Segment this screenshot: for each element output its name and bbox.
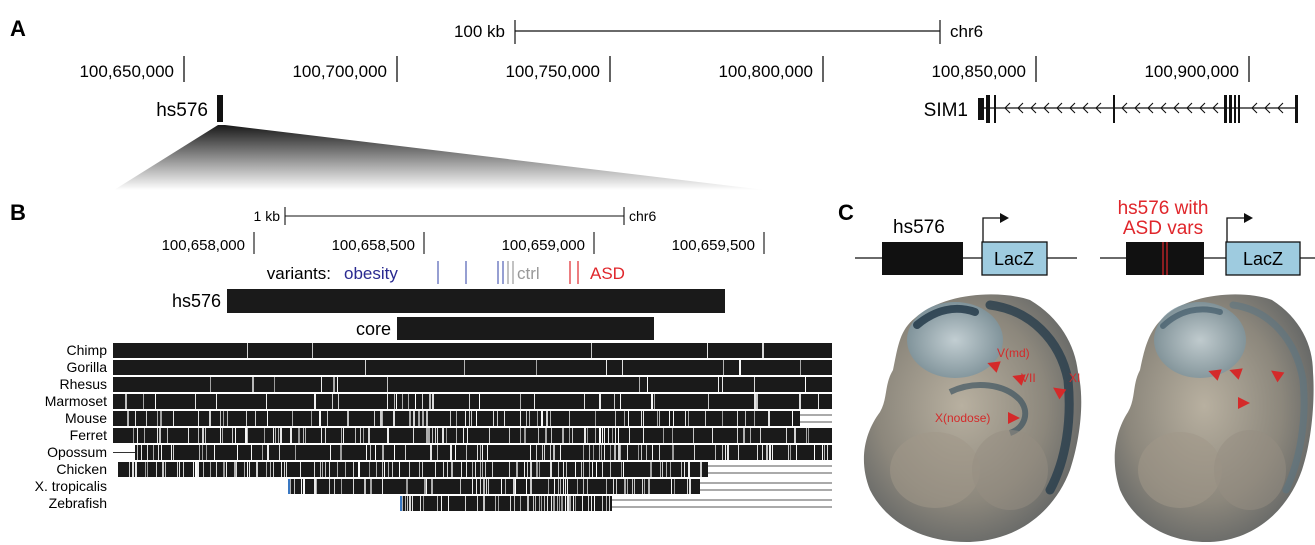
chrom-label-a: chr6 [950,22,983,41]
annotation-vmd: V(md) [997,346,1030,360]
enhancer-block-asd [1126,242,1204,275]
expression-arrow-icon [1271,370,1285,383]
tick-label-a: 100,650,000 [79,62,174,81]
tick-label-a: 100,900,000 [1144,62,1239,81]
hs576-element-b: hs576 [172,289,725,313]
alignment-row [113,428,832,443]
species-label: Chimp [67,342,108,358]
species-label: Rhesus [60,376,107,392]
species-label: Mouse [65,410,107,426]
panel-a: A 100 kb chr6 100,650,000 100,700,000 10… [10,16,1298,190]
alignment-row [113,360,832,375]
species-label: X. tropicalis [35,478,107,494]
alignment-row [113,445,832,460]
alignment-blocks [113,343,832,511]
promoter-arrowhead-icon [1244,213,1253,223]
alignment-row [113,394,832,409]
expression-arrow-icon [1053,387,1067,400]
expression-arrow-icon [1229,368,1243,380]
hs576-label-a: hs576 [156,100,208,121]
panel-b-label: B [10,200,26,225]
panel-b: B 1 kb chr6 100,658,000 100,658,500 100,… [10,200,832,511]
annotation-xi: XI [1069,371,1080,385]
alignment-row [288,479,832,494]
tick-label-b: 100,658,500 [332,237,415,254]
sim1-gene-track: SIM1 [924,95,1298,123]
construct-wt-label: hs576 [893,217,945,238]
core-region-bar [397,317,654,340]
construct-wildtype: hs576 LacZ [855,213,1077,276]
alignment-row [113,377,832,392]
scale-label-a: 100 kb [454,22,505,41]
expression-arrow-icon [1008,412,1020,424]
annotation-vii: VII [1021,371,1036,385]
tick-label-a: 100,750,000 [505,62,600,81]
lacz-label-asd: LacZ [1243,249,1283,269]
tick-label-b: 100,659,000 [502,237,585,254]
species-label: Gorilla [67,359,108,375]
variants-track: variants: obesity ctrl ASD [267,261,625,284]
coordinate-axis-b: 100,658,000 100,658,500 100,659,000 100,… [162,232,765,254]
alignment-row [118,462,832,477]
embryo-annotations-asd [1208,368,1285,409]
expression-arrow-icon [987,361,1001,373]
embryo-image-asd [1114,294,1314,543]
alignment-row [113,411,832,426]
promoter-arrow-icon [1226,217,1244,242]
variant-obesity-label: obesity [344,264,398,283]
construct-asd: hs576 with ASD vars LacZ [1100,198,1315,276]
tick-label-a: 100,700,000 [292,62,387,81]
hs576-region-bar [227,289,725,313]
lacz-label-wt: LacZ [994,249,1034,269]
construct-asd-label-line2: ASD vars [1123,218,1203,239]
tick-label-b: 100,658,000 [162,237,245,254]
panel-c-label: C [838,200,854,225]
conservation-tracks: Chimp Gorilla Rhesus Marmoset Mouse Ferr… [35,342,832,511]
coordinate-axis-a: 100,650,000 100,700,000 100,750,000 100,… [79,56,1250,82]
variant-asd-label: ASD [590,264,625,283]
chrom-label-b: chr6 [629,208,656,224]
panel-a-label: A [10,16,26,41]
promoter-arrowhead-icon [1000,213,1009,223]
core-label: core [356,319,391,339]
alignment-row [113,343,832,358]
variants-label: variants: [267,264,331,283]
lacz-box-asd [1225,241,1301,276]
annotation-x-nodose: X(nodose) [935,411,990,425]
embryo-image-wildtype [863,294,1082,543]
tick-label-b: 100,659,500 [672,237,755,254]
tick-label-a: 100,850,000 [931,62,1026,81]
expression-arrow-icon [1238,397,1250,409]
expression-arrow-icon [1012,374,1026,386]
construct-asd-label-line1: hs576 with [1118,198,1209,219]
scale-bar-b: 1 kb chr6 [254,207,656,225]
expression-arrow-icon [1208,369,1222,381]
variant-ctrl-label: ctrl [517,264,540,283]
scale-bar-a: 100 kb chr6 [454,20,983,44]
promoter-arrow-icon [982,217,1000,242]
hs576-element-track: hs576 [156,95,223,122]
zoom-wedge [114,125,765,190]
species-label: Chicken [56,461,107,477]
lacz-box-wt [981,241,1048,276]
hs576-label-b: hs576 [172,291,221,311]
enhancer-block-wt [882,242,963,275]
embryo-annotations-wildtype: V(md) VII XI X(nodose) [935,346,1080,425]
hs576-element-mark [217,95,223,122]
tick-label-a: 100,800,000 [718,62,813,81]
alignment-row [400,496,832,511]
scale-label-b: 1 kb [254,208,281,224]
species-label: Zebrafish [49,495,107,511]
species-label: Marmoset [45,393,107,409]
core-element-b: core [356,317,654,340]
sim1-gene-label: SIM1 [924,100,968,121]
intron-chevrons [1004,102,1284,114]
species-label: Opossum [47,444,107,460]
panel-c: C hs576 LacZ hs576 with ASD vars LacZ [838,198,1315,543]
species-label: Ferret [70,427,107,443]
